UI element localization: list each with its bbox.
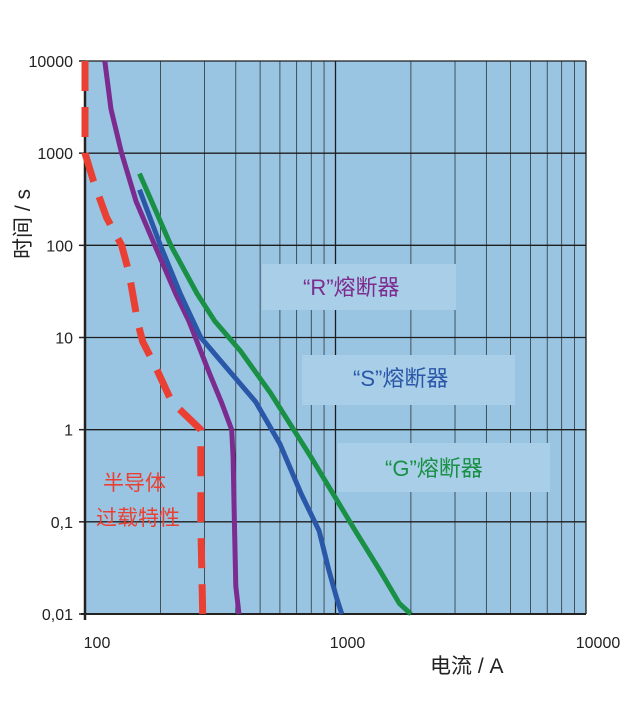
series-line-0 [81, 61, 207, 615]
x-tick-label: 10000 [576, 635, 621, 652]
label-box-g [338, 443, 550, 492]
x-tick-label: 100 [84, 635, 111, 652]
x-axis-label: 电流 / A [430, 655, 504, 678]
annotation-s-fuse: “S”熔断器 [353, 366, 448, 391]
y-tick-label: 1 [64, 423, 73, 440]
annotation-r-fuse: “R”熔断器 [303, 275, 400, 300]
label-box-r [262, 264, 456, 310]
x-tick-labels: 100 1000 10000 [84, 635, 621, 652]
annotation-semiconductor: 半导体 [103, 472, 166, 495]
series-line-1 [102, 60, 242, 615]
y-tick-label: 0,01 [42, 607, 73, 624]
y-tick-label: 0,1 [51, 515, 73, 532]
y-axis-label: 时间 / s [12, 189, 35, 259]
y-tick-label: 100 [46, 238, 73, 255]
annotation-g-fuse: “G”熔断器 [385, 456, 483, 481]
y-tick-label: 10000 [29, 54, 74, 71]
annotation-overload: 过载特性 [96, 507, 180, 530]
series-lines [81, 60, 413, 616]
y-tick-labels: 0,01 0,1 1 10 100 1000 10000 [29, 54, 85, 624]
series-line-3 [137, 172, 413, 616]
x-tick-label: 1000 [330, 635, 366, 652]
y-tick-label: 10 [55, 331, 73, 348]
series-line-2 [137, 188, 345, 615]
grid-lines [81, 60, 587, 620]
y-tick-label: 1000 [37, 146, 73, 163]
label-box-s [302, 355, 515, 405]
